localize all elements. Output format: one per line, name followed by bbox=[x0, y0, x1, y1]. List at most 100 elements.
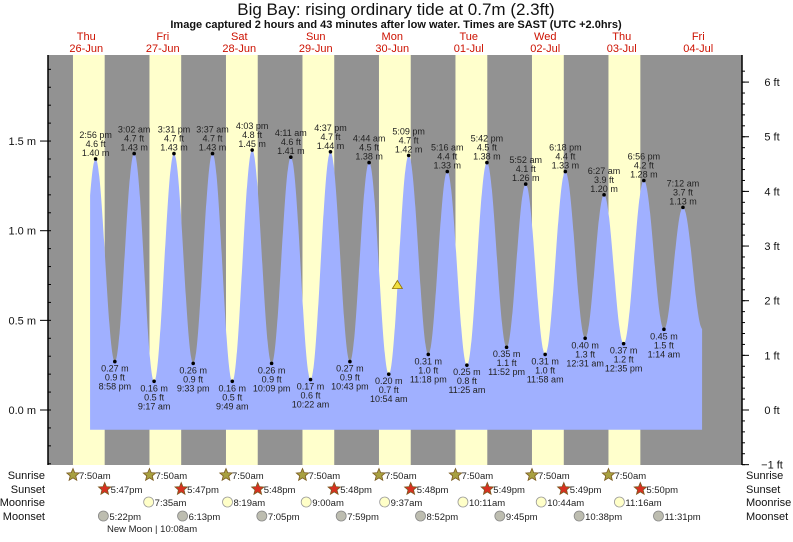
extreme-ft-label: 4.7 ft bbox=[399, 135, 420, 145]
extreme-point bbox=[523, 182, 528, 186]
day-date-label: 03-Jul bbox=[607, 43, 637, 55]
day-labels: Thu26-JunFri27-JunSat28-JunSun29-JunMon3… bbox=[69, 31, 713, 55]
sunset-time: 5:49pm bbox=[493, 485, 525, 496]
moonrise-icon bbox=[614, 496, 625, 508]
moonrise-icon bbox=[143, 496, 155, 508]
extreme-ft-label: 0.5 ft bbox=[222, 392, 243, 402]
moonrise-icon bbox=[300, 496, 312, 508]
extreme-m-label: 0.31 m bbox=[415, 356, 443, 366]
day-date-label: 28-Jun bbox=[222, 43, 256, 55]
moonrise-time: 8:19am bbox=[234, 498, 266, 509]
right-tick-label: 5 ft bbox=[764, 132, 779, 144]
moonset-time: 5:22pm bbox=[109, 512, 141, 523]
extreme-time-label: 11:25 am bbox=[448, 385, 485, 395]
extreme-time-label: 10:54 am bbox=[370, 394, 408, 404]
extreme-time-label: 5:16 am bbox=[431, 143, 464, 153]
extreme-ft-label: 4.5 ft bbox=[477, 143, 498, 153]
extreme-point bbox=[172, 151, 176, 156]
extreme-ft-label: 4.7 ft bbox=[124, 134, 145, 144]
extreme-m-label: 1.42 m bbox=[395, 144, 423, 154]
moonset-icon bbox=[97, 510, 109, 522]
left-tick-label: 1.5 m bbox=[8, 136, 36, 148]
sunset-icon bbox=[403, 481, 418, 496]
extreme-m-label: 0.31 m bbox=[531, 356, 559, 366]
day-of-week-label: Thu bbox=[612, 31, 631, 43]
extreme-m-label: 0.35 m bbox=[493, 349, 521, 359]
day-of-week-label: Fri bbox=[156, 31, 169, 43]
extreme-m-label: 0.26 m bbox=[179, 365, 207, 375]
extreme-m-label: 1.33 m bbox=[434, 161, 462, 171]
moonset-icon bbox=[653, 510, 664, 522]
day-of-week-label: Thu bbox=[77, 31, 96, 43]
moonset-time: 7:59pm bbox=[347, 512, 379, 523]
chart-subtitle: Image captured 2 hours and 43 minutes af… bbox=[170, 19, 622, 31]
extreme-ft-label: 4.8 ft bbox=[242, 130, 263, 140]
moonrise-icon bbox=[379, 496, 391, 508]
extreme-ft-label: 0.9 ft bbox=[340, 373, 361, 383]
extreme-point bbox=[543, 352, 547, 357]
extreme-ft-label: 1.5 ft bbox=[654, 340, 675, 350]
moonrise-row-label: Moonrise bbox=[0, 497, 45, 509]
moonset-time: 10:38pm bbox=[585, 512, 622, 523]
extreme-ft-label: 4.4 ft bbox=[555, 152, 576, 162]
extreme-m-label: 0.27 m bbox=[101, 364, 129, 374]
extreme-time-label: 4:11 am bbox=[275, 128, 307, 138]
day-date-label: 02-Jul bbox=[530, 43, 560, 55]
extreme-m-label: 1.28 m bbox=[630, 169, 658, 179]
extreme-time-label: 11:58 am bbox=[527, 374, 564, 384]
sunrise-time: 7:50am bbox=[385, 471, 417, 482]
extreme-point bbox=[681, 205, 685, 210]
extreme-ft-label: 0.5 ft bbox=[144, 392, 165, 402]
extreme-time-label: 4:44 am bbox=[353, 134, 386, 144]
extreme-point bbox=[386, 372, 391, 376]
extreme-m-label: 1.43 m bbox=[160, 143, 188, 153]
extreme-ft-label: 3.9 ft bbox=[594, 175, 615, 185]
right-tick-label: 4 ft bbox=[764, 186, 779, 198]
extreme-time-label: 3:31 pm bbox=[158, 125, 191, 135]
extreme-point bbox=[328, 150, 333, 154]
extreme-point bbox=[642, 178, 646, 183]
moonrise-time: 10:11am bbox=[469, 498, 505, 509]
extreme-ft-label: 4.6 ft bbox=[86, 139, 107, 149]
extreme-m-label: 0.40 m bbox=[571, 340, 599, 350]
sunrise-icon bbox=[295, 467, 310, 482]
extreme-m-label: 1.43 m bbox=[199, 143, 227, 153]
moonset-time: 9:45pm bbox=[506, 512, 538, 523]
sunrise-icon bbox=[601, 467, 616, 482]
extreme-ft-label: 0.9 ft bbox=[183, 374, 204, 384]
extreme-m-label: 0.45 m bbox=[650, 331, 678, 341]
extreme-m-label: 1.40 m bbox=[82, 148, 110, 158]
tide-labels: 1.40 m4.6 ft2:56 pm0.27 m0.9 ft8:58 pm1.… bbox=[79, 121, 699, 411]
extreme-point bbox=[308, 377, 313, 382]
extreme-point bbox=[583, 336, 587, 341]
left-tick-label: 1.0 m bbox=[8, 226, 36, 238]
current-tide-marker bbox=[391, 279, 404, 289]
right-tick-label: −1 ft bbox=[761, 460, 783, 472]
extreme-time-label: 11:18 pm bbox=[410, 374, 447, 384]
extreme-point bbox=[602, 193, 606, 197]
moonrise-icon bbox=[457, 496, 469, 508]
extreme-m-label: 1.26 m bbox=[512, 173, 540, 183]
moon-phase: New Moon | 10:08am bbox=[107, 524, 197, 535]
sunrise-time: 7:50am bbox=[232, 471, 264, 482]
extreme-m-label: 0.17 m bbox=[297, 382, 325, 392]
extreme-ft-label: 0.9 ft bbox=[262, 374, 283, 384]
extreme-point bbox=[348, 359, 352, 364]
sunset-time: 5:48pm bbox=[340, 485, 372, 496]
moonset-icon bbox=[335, 510, 347, 522]
day-date-label: 26-Jun bbox=[69, 43, 103, 55]
extreme-point bbox=[485, 160, 489, 165]
extreme-point bbox=[230, 379, 235, 384]
extreme-ft-label: 1.0 ft bbox=[535, 365, 556, 375]
extreme-time-label: 5:42 pm bbox=[471, 134, 504, 144]
extreme-time-label: 4:37 pm bbox=[314, 123, 347, 133]
extreme-time-label: 10:43 pm bbox=[331, 382, 369, 392]
moonrise-time: 7:35am bbox=[155, 498, 187, 509]
moonset-icon bbox=[177, 510, 188, 522]
sunrise-time: 7:50am bbox=[538, 471, 570, 482]
day-of-week-label: Wed bbox=[534, 31, 556, 43]
extreme-point bbox=[93, 157, 98, 161]
extreme-m-label: 0.16 m bbox=[140, 383, 168, 393]
extreme-point bbox=[250, 148, 254, 152]
sunset-time: 5:50pm bbox=[646, 485, 678, 496]
